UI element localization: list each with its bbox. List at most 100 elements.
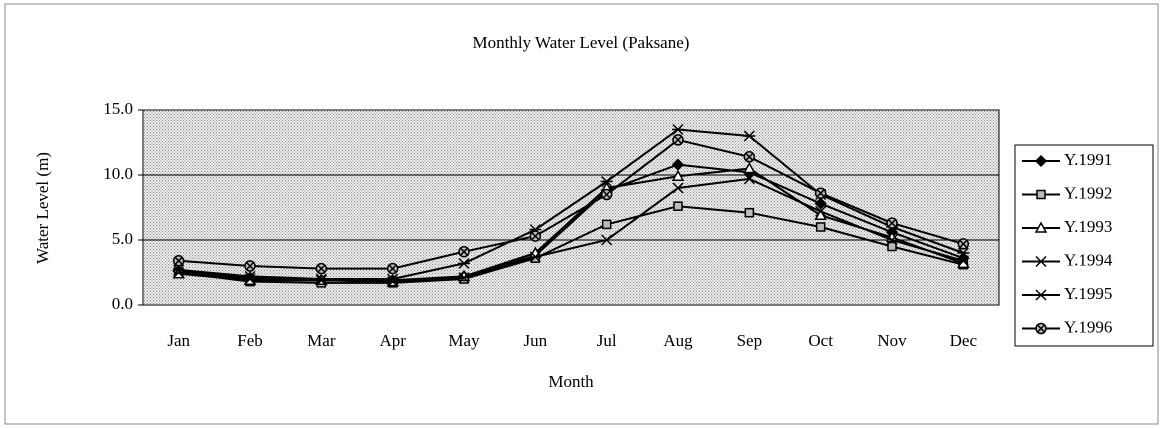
- marker-part: [458, 272, 470, 284]
- marker: [1035, 255, 1047, 268]
- marker-part: [887, 241, 897, 252]
- marker-part: [672, 182, 684, 194]
- y-tick-label: 5.0: [112, 229, 133, 248]
- marker-part: [1037, 324, 1045, 333]
- x-axis-label: Month: [548, 372, 594, 391]
- x-tick-label: Sep: [737, 331, 763, 350]
- marker: [957, 255, 969, 267]
- marker-part: [815, 205, 827, 217]
- marker: [743, 151, 756, 163]
- legend-label: Y.1994: [1064, 250, 1113, 269]
- marker-part: [673, 201, 683, 211]
- marker-part: [744, 207, 755, 218]
- marker: [601, 234, 613, 246]
- marker: [814, 197, 827, 210]
- plot-area: [142, 109, 1000, 306]
- marker: [673, 201, 683, 211]
- marker: [1034, 154, 1048, 168]
- marker-part: [743, 173, 755, 185]
- marker: [1036, 189, 1046, 200]
- marker: [386, 262, 399, 275]
- marker-part: [671, 169, 685, 182]
- marker: [458, 257, 470, 269]
- x-tick-label: Feb: [237, 331, 263, 350]
- marker: [814, 187, 827, 199]
- marker-part: [745, 153, 753, 161]
- marker-part: [817, 189, 825, 197]
- marker: [671, 158, 685, 171]
- marker-part: [460, 248, 468, 256]
- marker: [172, 255, 185, 267]
- marker: [315, 274, 327, 286]
- marker: [743, 161, 756, 174]
- x-tick-label: May: [448, 331, 480, 350]
- marker: [743, 130, 756, 142]
- y-axis-label: Water Level (m): [33, 152, 52, 264]
- marker-part: [603, 190, 611, 199]
- marker-part: [1034, 154, 1048, 168]
- marker-part: [246, 262, 254, 270]
- marker: [529, 230, 542, 242]
- x-tick-label: Nov: [877, 331, 907, 350]
- x-tick-label: Mar: [307, 331, 336, 350]
- marker: [743, 173, 755, 185]
- marker: [671, 169, 685, 182]
- series-line: [178, 205, 964, 284]
- marker: [672, 123, 684, 136]
- x-tick-label: Jul: [597, 331, 617, 350]
- marker: [672, 182, 684, 194]
- x-tick-label: Jan: [167, 331, 190, 350]
- y-tick-label: 15.0: [103, 99, 133, 118]
- marker-part: [601, 219, 612, 230]
- legend: [1014, 144, 1154, 347]
- marker: [957, 238, 970, 250]
- marker: [315, 273, 328, 285]
- marker-part: [389, 265, 397, 273]
- marker: [957, 247, 970, 259]
- legend-label: Y.1991: [1064, 150, 1112, 169]
- marker-part: [814, 197, 827, 210]
- marker: [315, 262, 328, 275]
- x-tick-label: Apr: [379, 331, 406, 350]
- marker-part: [888, 219, 896, 227]
- marker: [600, 188, 613, 201]
- y-tick-label: 10.0: [103, 164, 133, 183]
- marker: [744, 207, 755, 218]
- marker: [672, 134, 684, 146]
- marker-part: [815, 222, 826, 232]
- marker: [815, 222, 826, 232]
- chart-title: Monthly Water Level (Paksane): [473, 33, 690, 52]
- marker-part: [886, 234, 898, 246]
- marker-part: [601, 234, 613, 246]
- marker-part: [959, 240, 967, 248]
- series-line: [178, 177, 964, 283]
- marker-part: [175, 257, 183, 265]
- marker: [244, 270, 256, 282]
- marker: [887, 241, 897, 252]
- marker: [244, 260, 256, 272]
- marker-part: [1034, 221, 1048, 233]
- marker-part: [317, 265, 325, 273]
- marker: [886, 217, 898, 229]
- marker-part: [1036, 189, 1046, 200]
- marker: [601, 219, 612, 230]
- marker: [386, 273, 399, 285]
- x-tick-label: Jun: [524, 331, 548, 350]
- marker: [1035, 322, 1047, 335]
- marker: [1035, 289, 1047, 301]
- marker: [815, 205, 827, 217]
- marker-part: [743, 161, 756, 174]
- marker-part: [1035, 255, 1047, 268]
- legend-label: Y.1996: [1064, 317, 1112, 336]
- marker-part: [529, 251, 541, 263]
- marker: [600, 175, 613, 188]
- marker: [458, 272, 470, 284]
- marker: [529, 251, 541, 263]
- marker: [1034, 221, 1048, 233]
- marker-part: [957, 255, 969, 267]
- x-tick-label: Dec: [950, 331, 978, 350]
- marker: [886, 234, 898, 246]
- legend-label: Y.1993: [1064, 217, 1112, 236]
- y-tick-label: 0.0: [112, 294, 133, 313]
- legend-label: Y.1995: [1064, 284, 1112, 303]
